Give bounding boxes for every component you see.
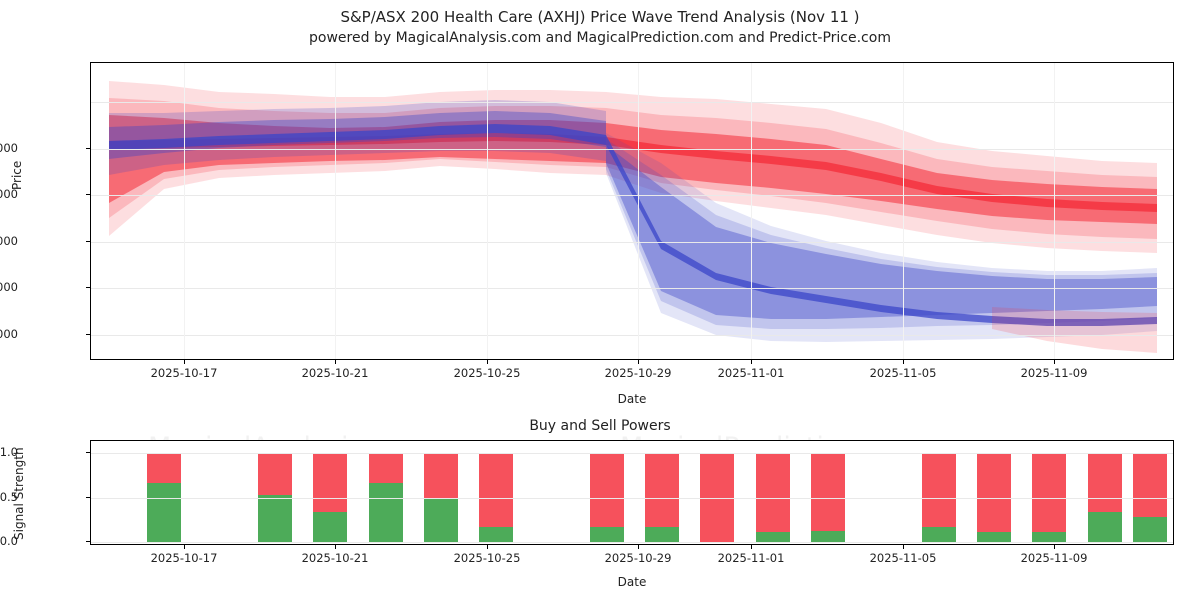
x-axis-label-date: Date	[617, 392, 647, 406]
x-tick-label: 2025-11-01	[717, 366, 785, 380]
x-tick-label: 2025-10-17	[150, 366, 218, 380]
x-tick-label: 2025-11-05	[869, 551, 937, 565]
x-tick-label: 2025-11-05	[869, 366, 937, 380]
y-tick-label: 39000	[0, 187, 18, 201]
buy-sell-bars	[147, 453, 1167, 542]
x-tick-label: 2025-10-29	[604, 551, 672, 565]
y-tick-label: 0.0	[0, 534, 18, 548]
x-tick-label: 2025-10-29	[604, 366, 672, 380]
x-tick-label: 2025-11-09	[1020, 366, 1088, 380]
y-tick-label: 36000	[0, 327, 18, 341]
x-tick-label: 2025-10-21	[301, 366, 369, 380]
y-tick-label: 37000	[0, 280, 18, 294]
y-axis-label-signal-strength: Signal Strength	[12, 447, 26, 540]
x-tick-label: 2025-11-09	[1020, 551, 1088, 565]
page-subtitle: powered by MagicalAnalysis.com and Magic…	[309, 30, 891, 46]
x-tick-label: 2025-10-21	[301, 551, 369, 565]
price-chart-plot-area	[90, 62, 1174, 360]
x-tick-label: 2025-10-25	[453, 551, 521, 565]
buy-sell-powers-plot-area	[90, 440, 1174, 545]
buy-sell-powers-title: Buy and Sell Powers	[529, 418, 671, 434]
x-tick-label: 2025-10-25	[453, 366, 521, 380]
y-tick-label: 1.0	[0, 445, 18, 459]
y-axis-label-price: Price	[10, 160, 24, 190]
x-axis-label-date: Date	[617, 575, 647, 589]
y-tick-label: 40000	[0, 141, 18, 155]
x-tick-label: 2025-11-01	[717, 551, 785, 565]
price-wave-bands	[109, 81, 1157, 353]
page-title: S&P/ASX 200 Health Care (AXHJ) Price Wav…	[340, 8, 860, 26]
y-tick-label: 0.5	[0, 490, 18, 504]
x-tick-label: 2025-10-17	[150, 551, 218, 565]
y-tick-label: 38000	[0, 234, 18, 248]
